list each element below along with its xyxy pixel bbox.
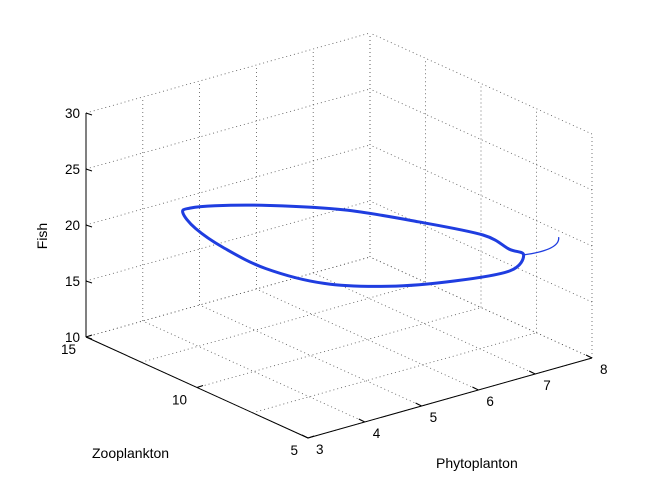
z-tick-mark: [85, 336, 93, 340]
z-tick-label: 30: [65, 106, 80, 121]
series: [181, 203, 560, 288]
x-tick-mark: [472, 386, 479, 391]
grid-line-floor-y: [141, 281, 426, 363]
y-tick-mark: [196, 385, 204, 388]
z-tick-label: 25: [65, 162, 80, 177]
x-tick-label: 5: [430, 410, 438, 425]
x-tick-mark: [301, 434, 309, 439]
x-axis-line: [307, 357, 593, 439]
x-tick-mark: [528, 370, 536, 375]
x-tick-label: 7: [543, 378, 551, 393]
z-tick-mark: [85, 224, 93, 228]
y-tick-mark: [307, 435, 315, 439]
x-tick-mark: [585, 354, 593, 359]
grid-line-back-z: [85, 32, 371, 114]
axes: [85, 113, 593, 439]
y-tick-mark: [85, 334, 93, 338]
grid-line-side-z: [369, 256, 593, 359]
y-tick-label: 10: [172, 393, 187, 408]
y-axis-label: Zooplankton: [92, 445, 169, 461]
x-tick-label: 8: [600, 362, 608, 377]
grid-line-floor-y: [196, 307, 482, 388]
y-tick-label: 15: [61, 342, 76, 357]
grid-line-floor-x: [256, 288, 479, 391]
x-tick-label: 3: [316, 442, 324, 457]
z-tick-label: 20: [65, 218, 80, 233]
series-transient-tail: [522, 236, 560, 256]
z-tick-mark: [85, 168, 93, 172]
grid: [85, 32, 593, 439]
z-axis-label: Fish: [34, 223, 50, 249]
z-tick-label: 15: [65, 274, 80, 289]
x-tick-label: 6: [486, 394, 494, 409]
z-tick-mark: [85, 280, 93, 284]
grid-line-side-z: [369, 88, 593, 191]
grid-line-floor-x: [142, 320, 365, 423]
grid-line-floor-x: [199, 304, 422, 407]
grid-line-side-z: [369, 200, 593, 303]
x-axis-label: Phytoplanton: [436, 455, 518, 471]
x-tick-mark: [358, 418, 366, 423]
z-tick-mark: [85, 112, 93, 116]
grid-line-side-z: [369, 144, 593, 247]
z-tick-label: 10: [65, 330, 80, 345]
y-tick-label: 5: [290, 443, 298, 458]
grid-line-side-z: [369, 32, 593, 135]
x-tick-mark: [415, 402, 422, 407]
series-trajectory: [181, 203, 526, 288]
x-tick-label: 4: [373, 426, 381, 441]
grid-line-floor-x: [313, 272, 536, 375]
